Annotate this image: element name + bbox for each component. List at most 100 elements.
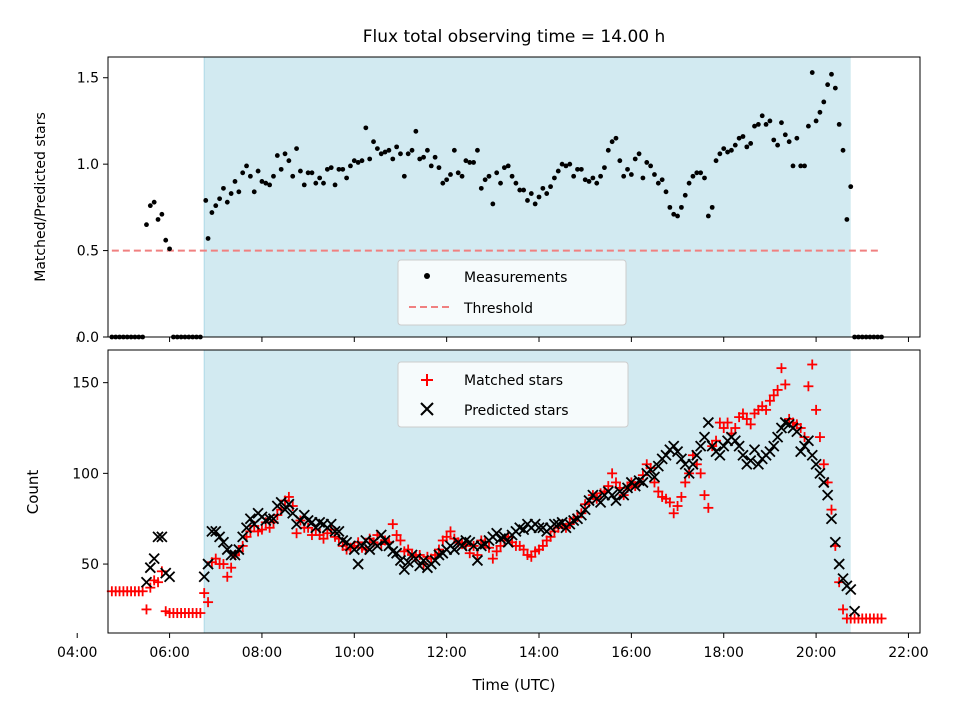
measurement-point: [717, 151, 723, 157]
predicted-star-point: [837, 572, 849, 585]
predicted-star-point: [210, 525, 222, 538]
predicted-marker-b: [533, 522, 545, 534]
predicted-marker-b: [314, 516, 326, 528]
predicted-star-point: [375, 529, 387, 541]
predicted-marker-b: [460, 534, 472, 547]
measurement-point: [298, 168, 303, 174]
predicted-star-point: [279, 504, 291, 516]
predicted-marker-b: [371, 540, 384, 552]
measurement-point: [517, 187, 523, 193]
measurement-point: [582, 177, 588, 183]
predicted-marker-b: [348, 543, 360, 556]
top-legend-box: [397, 259, 627, 326]
predicted-marker-b: [329, 525, 341, 538]
measurement-point: [544, 191, 550, 196]
measurement-point: [628, 172, 634, 177]
measurement-point: [686, 180, 692, 186]
predicted-star-point: [718, 440, 730, 452]
predicted-star-point: [379, 534, 391, 547]
measurement-point: [205, 236, 211, 241]
measurement-point: [409, 147, 415, 153]
predicted-star-point: [822, 489, 834, 501]
predicted-marker-b: [810, 458, 822, 470]
measurement-point: [482, 177, 488, 183]
predicted-star-point: [610, 494, 622, 507]
measurement-point: [748, 141, 754, 146]
y-tick-label: 1.0: [77, 157, 99, 173]
predicted-marker-b: [845, 583, 857, 596]
measurement-point: [371, 139, 376, 145]
measurement-point: [336, 166, 342, 172]
predicted-marker-b: [768, 440, 780, 452]
y-tick-label: 50: [81, 557, 99, 573]
matched-star-point: [487, 553, 498, 564]
measurement-point: [540, 185, 546, 191]
predicted-star-point: [502, 536, 514, 548]
predicted-star-point: [448, 543, 460, 556]
top-panel: 0.0 0.5 1.0 1.5 Flux total observing time =…: [33, 27, 921, 346]
measurement-point: [301, 182, 307, 188]
measurement-point: [836, 122, 842, 127]
measurement-point: [578, 166, 584, 172]
measurement-point: [240, 170, 246, 176]
predicted-marker-b: [814, 467, 826, 479]
predicted-star-point: [579, 504, 591, 516]
matched-star-point: [722, 417, 733, 428]
predicted-marker-b: [698, 431, 711, 443]
predicted-marker-b: [310, 522, 322, 534]
predicted-marker-b: [491, 527, 503, 539]
predicted-star-point: [729, 435, 741, 447]
predicted-marker-b: [240, 522, 253, 534]
predicted-star-point: [748, 444, 761, 456]
measurement-point: [721, 146, 727, 152]
measurement-point: [586, 179, 592, 184]
measurement-point: [471, 160, 476, 165]
measurement-point: [652, 172, 657, 177]
predicted-star-point: [752, 458, 765, 470]
predicted-star-point: [745, 455, 757, 467]
measurement-point: [494, 170, 500, 176]
measurement-point: [740, 134, 746, 139]
measurement-point: [532, 201, 538, 207]
predicted-marker-b: [221, 543, 233, 556]
predicted-marker-b: [233, 543, 245, 556]
bottom-y-ticks: 50 100 150: [72, 376, 108, 573]
matched-star-point: [141, 604, 152, 615]
measurement-point: [305, 170, 311, 176]
predicted-marker-b: [417, 554, 430, 567]
matched-star-point: [737, 408, 748, 419]
measurement-point: [217, 196, 223, 202]
matched-star-point: [768, 390, 779, 401]
predicted-star-point: [629, 480, 641, 492]
measurement-point: [167, 246, 172, 252]
predicted-star-point: [152, 531, 164, 543]
measurement-point: [440, 180, 446, 186]
predicted-star-point: [814, 467, 826, 479]
matched-star-point: [695, 468, 706, 479]
measurement-point: [636, 151, 642, 157]
predicted-star-point: [733, 440, 745, 452]
predicted-marker-b: [822, 489, 834, 501]
measurement-point: [663, 189, 669, 195]
predicted-marker-b: [771, 431, 784, 443]
measurement-point: [786, 139, 792, 145]
measurement-point: [203, 198, 209, 203]
predicted-marker-b: [575, 509, 587, 521]
measurement-point: [744, 144, 750, 150]
predicted-marker-b: [267, 513, 280, 525]
predicted-star-point: [163, 571, 176, 583]
predicted-marker-b: [752, 458, 765, 470]
predicted-marker-b: [606, 489, 618, 501]
measurement-point: [271, 173, 276, 179]
measurement-point: [367, 156, 373, 162]
predicted-star-point: [237, 531, 249, 543]
predicted-marker-b: [352, 558, 364, 570]
predicted-marker-b: [594, 496, 607, 509]
matched-star-point: [610, 477, 621, 488]
predicted-star-point: [244, 513, 257, 525]
predicted-marker-b: [375, 529, 387, 541]
y-tick-label: 100: [72, 466, 99, 482]
measurement-point: [832, 85, 838, 91]
matched-star-point: [226, 562, 237, 573]
matched-star-point: [607, 468, 618, 479]
